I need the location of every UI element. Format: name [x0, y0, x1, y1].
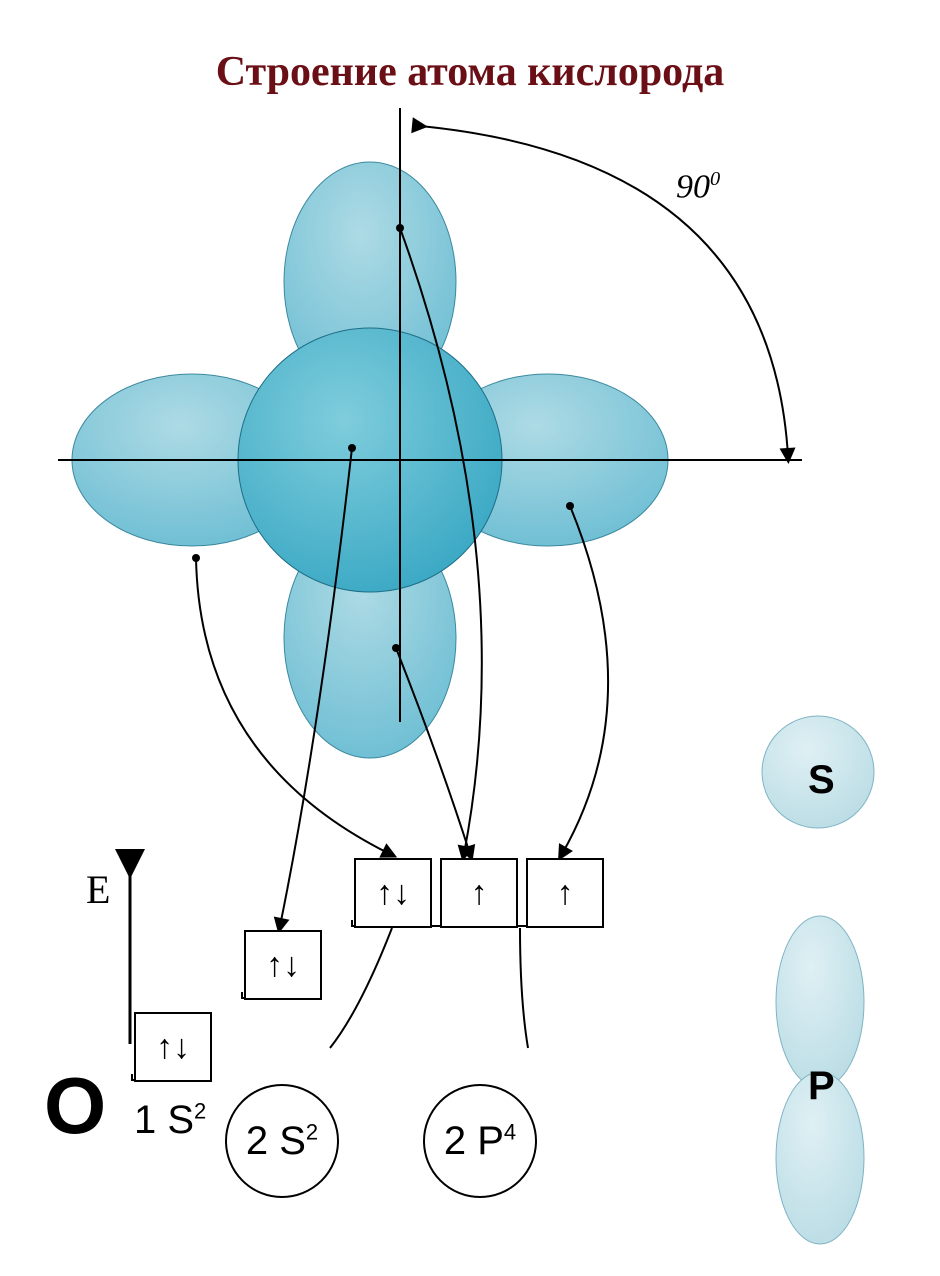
angle-label: 900	[676, 168, 720, 206]
legend-s-label: S	[808, 758, 835, 803]
energy-axis-label: E	[86, 866, 110, 913]
box-2p-3: ↑	[526, 858, 604, 928]
element-symbol: O	[44, 1060, 106, 1152]
atom-orbitals	[72, 162, 668, 758]
box-2p-1: ↑↓	[354, 858, 432, 928]
legend-p-label: P	[808, 1064, 835, 1109]
diagram-title: Строение атома кислорода	[0, 48, 940, 96]
box-2s: ↑↓	[244, 930, 322, 1000]
diagram-stage: Строение атома кислорода	[0, 0, 940, 1276]
config-2s: 2 S2	[225, 1084, 339, 1198]
box-1s: ↑↓	[134, 1012, 212, 1082]
config-1s: 1 S2	[134, 1098, 206, 1143]
config-2p: 2 P4	[423, 1084, 537, 1198]
box-2p-2: ↑	[440, 858, 518, 928]
